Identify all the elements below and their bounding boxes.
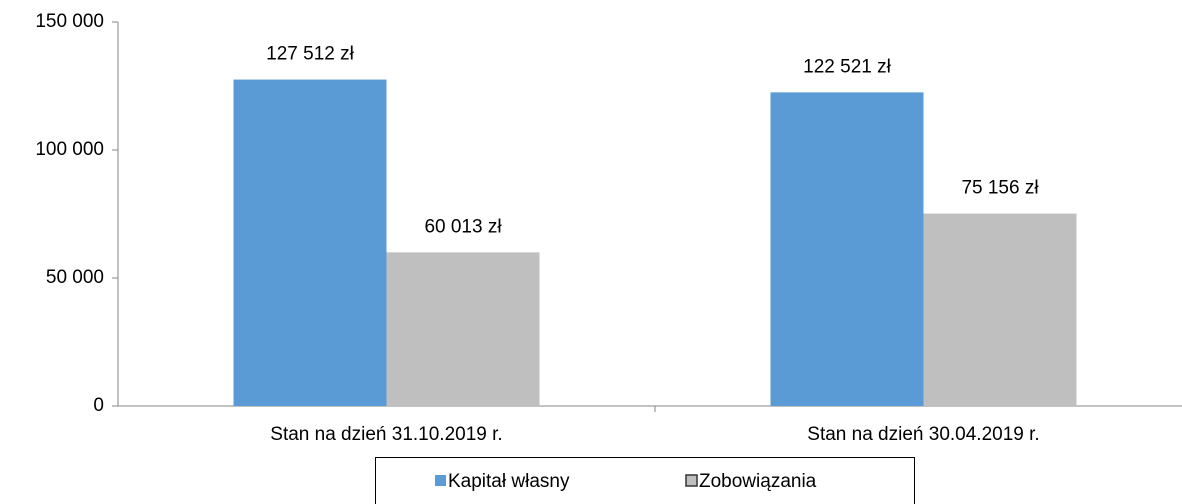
y-tick-label: 100 000 [35, 139, 104, 160]
y-tick-label: 150 000 [35, 11, 104, 32]
y-tick-label: 0 [93, 395, 104, 416]
value-label: 127 512 zł [266, 44, 354, 65]
legend-label: Kapitał własny [448, 471, 570, 492]
legend-label: Zobowiązania [699, 471, 817, 492]
bar [923, 213, 1077, 406]
value-label: 122 521 zł [803, 56, 891, 77]
x-tick-label: Stan na dzień 30.04.2019 r. [807, 424, 1039, 445]
y-tick-label: 50 000 [46, 267, 104, 288]
bar [386, 252, 540, 406]
legend-swatch [685, 474, 698, 487]
value-label: 75 156 zł [961, 178, 1039, 199]
bar [233, 79, 387, 407]
x-tick-label: Stan na dzień 31.10.2019 r. [270, 424, 502, 445]
legend-swatch [435, 475, 446, 486]
value-label: 60 013 zł [424, 216, 502, 237]
bar [770, 92, 924, 406]
legend-box [375, 457, 915, 504]
